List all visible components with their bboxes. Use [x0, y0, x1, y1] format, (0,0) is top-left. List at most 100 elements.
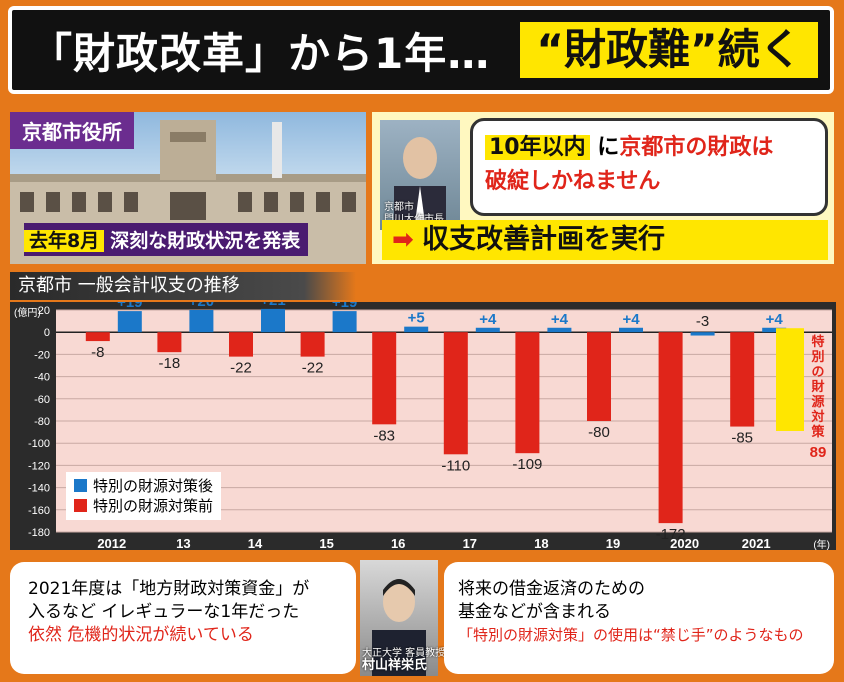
bar-label-after: +19 [117, 302, 142, 311]
extra-bar-value: 89 [810, 444, 827, 461]
y-unit-label: (億円) [14, 306, 41, 319]
caption-tag: 去年8月 [24, 230, 105, 252]
x-unit-label: (年) [813, 538, 830, 550]
commentary-right-line2: 基金などが含まれる [458, 602, 611, 622]
chart-legend: 特別の財源対策後 特別の財源対策前 [66, 472, 222, 520]
y-tick-label: 0 [44, 327, 50, 339]
bar-before [515, 332, 540, 454]
mayor-title: 京都市 [384, 202, 414, 213]
x-tick-label: 17 [463, 536, 477, 550]
bar-label-before: -109 [512, 456, 542, 473]
bar-label-after: +4 [479, 311, 497, 328]
professor-name-label: 大正大学 客員教授 村山祥栄氏 [362, 648, 445, 672]
bar-label-before: -8 [91, 344, 104, 361]
y-tick-label: 20 [38, 305, 50, 317]
legend-label-before: 特別の財源対策前 [93, 497, 214, 515]
bar-after [619, 327, 643, 333]
quote-part1: に [597, 135, 620, 160]
quote-part2-red: 破綻しかねません [485, 169, 661, 194]
extra-bar-label-char: 対 [810, 409, 824, 424]
x-tick-label: 19 [606, 536, 620, 550]
mayor-name-label: 京都市 門川大作市長 [384, 202, 444, 226]
chart-container: 20 0 -20 -40 -60 -80 -100 -120 -140 -160 -180 (億円) (… [10, 292, 836, 551]
chart-title: 京都市 一般会計収支の推移 [10, 272, 356, 300]
speech-bubble: 10年以内 に京都市の財政は 破綻しかねません [470, 118, 828, 216]
right-arrow-icon: ➡ [392, 225, 414, 255]
x-tick-label: 2020 [670, 536, 699, 550]
bar-label-after: -3 [696, 313, 709, 330]
x-tick-label: 2021 [742, 536, 771, 550]
y-tick-label: -20 [34, 349, 50, 361]
professor-title: 大正大学 客員教授 [362, 648, 446, 659]
commentary-left-line1: 2021年度は「地方財政対策資金」が [28, 579, 310, 599]
commentary-right-line3: 「特別の財源対策」の使用は“禁じ手”のようなもの [458, 626, 804, 644]
quote-highlight: 10年以内 [485, 135, 590, 160]
x-tick-label: 16 [391, 536, 405, 550]
legend-item-before: 特別の財源対策前 [74, 496, 213, 516]
quote-part1-red: 京都市の財政は [619, 135, 774, 160]
y-tick-label: -100 [28, 438, 50, 450]
commentary-right: 将来の借金返済のための 基金などが含まれる 「特別の財源対策」の使用は“禁じ手”… [444, 562, 834, 674]
bar-after [690, 332, 715, 336]
title-banner: 「財政改革」から1年… “財政難”続く [8, 6, 834, 94]
bar-before [157, 332, 182, 353]
bar-label-before: -22 [230, 360, 252, 377]
commentary-left-line3: 依然 危機的状況が続いている [28, 625, 254, 645]
extra-bar [776, 328, 804, 431]
title-main: 「財政改革」から1年… [30, 29, 491, 78]
y-tick-label: -60 [34, 394, 50, 406]
x-tick-label: 14 [248, 536, 263, 550]
bar-label-before: -80 [588, 424, 610, 441]
commentary-right-line1: 将来の借金返済のための [458, 579, 645, 599]
x-tick-label: 18 [534, 536, 548, 550]
bar-after [261, 308, 285, 333]
bar-after [762, 327, 787, 333]
y-tick-label: -160 [28, 505, 50, 517]
bar-before [372, 332, 397, 425]
y-tick-label: -120 [28, 460, 50, 472]
extra-bar-label-char: 別 [810, 349, 824, 364]
bar-before [587, 332, 611, 421]
bar-label-before: -22 [302, 360, 324, 377]
bar-after [547, 327, 572, 333]
bar-before [85, 332, 110, 342]
caption-text: 深刻な財政状況を発表 [110, 230, 301, 252]
photo-label: 京都市役所 [10, 112, 134, 149]
y-tick-label: -40 [34, 372, 50, 384]
bar-after [189, 310, 214, 333]
person-icon [372, 579, 426, 676]
bar-label-after: +21 [260, 302, 285, 309]
extra-bar-label-char: 策 [811, 424, 825, 439]
x-tick-label: 2012 [97, 536, 126, 550]
bar-after [332, 311, 357, 333]
commentary-left: 2021年度は「地方財政対策資金」が 入るなど イレギュラーな1年だった 依然 … [10, 562, 356, 674]
y-tick-label: -140 [28, 483, 50, 495]
bar-before [443, 332, 468, 455]
mayor-quote-panel: 京都市 門川大作市長 10年以内 に京都市の財政は 破綻しかねません ➡ 収支改… [372, 112, 834, 264]
title-highlight: “財政難”続く [520, 22, 818, 78]
professor-portrait: 大正大学 客員教授 村山祥栄氏 [360, 560, 445, 676]
bar-label-before: -172 [656, 526, 686, 543]
bar-after [404, 326, 429, 333]
bar-label-after: +4 [551, 311, 569, 328]
bar-label-after: +19 [332, 302, 357, 311]
extra-bar-label-char: 財 [810, 379, 824, 394]
legend-swatch-blue [74, 479, 87, 492]
bar-before [229, 332, 253, 357]
legend-swatch-red [74, 499, 87, 512]
bar-label-before: -18 [159, 355, 181, 372]
photo-caption: 去年8月 深刻な財政状況を発表 [24, 223, 309, 256]
extra-bar-label-char: の [811, 364, 824, 379]
bar-after [117, 311, 142, 333]
professor-name: 村山祥栄氏 [362, 658, 428, 673]
bar-chart: 20 0 -20 -40 -60 -80 -100 -120 -140 -160 -180 (億円) (… [14, 292, 832, 551]
bar-label-before: -110 [441, 457, 470, 474]
y-tick-label: -80 [34, 416, 50, 428]
bar-label-after: +20 [189, 302, 214, 310]
bar-before [300, 332, 325, 357]
bar-label-before: -85 [731, 430, 753, 447]
action-banner: ➡ 収支改善計画を実行 [382, 220, 828, 260]
x-tick-label: 13 [176, 536, 190, 550]
action-text: 収支改善計画を実行 [422, 224, 665, 255]
city-hall-photo: 京都市役所 去年8月 深刻な財政状況を発表 [10, 112, 366, 264]
